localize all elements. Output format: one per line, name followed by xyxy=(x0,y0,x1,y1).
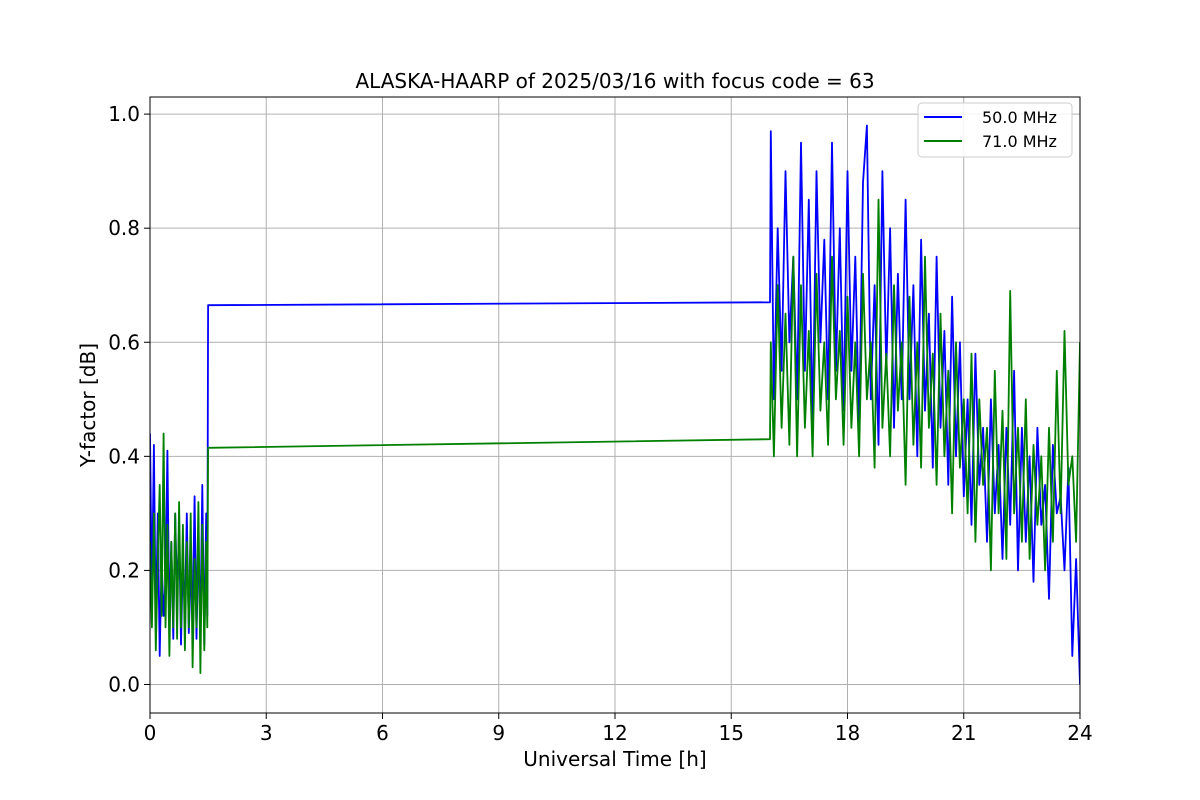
plot-area xyxy=(150,124,1080,685)
chart-title: ALASKA-HAARP of 2025/03/16 with focus co… xyxy=(355,69,874,93)
y-tick-label: 0.8 xyxy=(108,216,140,240)
x-tick-label: 12 xyxy=(602,721,627,745)
y-axis-ticks: 0.0 0.2 0.4 0.6 0.8 1.0 xyxy=(108,102,150,696)
y-axis-label: Y-factor [dB] xyxy=(76,343,100,468)
y-tick-label: 0.6 xyxy=(108,330,140,354)
x-tick-label: 21 xyxy=(951,721,976,745)
x-tick-label: 24 xyxy=(1067,721,1092,745)
x-axis-ticks: 0 3 6 9 12 15 18 21 24 xyxy=(144,713,1093,745)
y-tick-label: 0.0 xyxy=(108,672,140,696)
y-tick-label: 0.2 xyxy=(108,558,140,582)
x-axis-label: Universal Time [h] xyxy=(523,747,706,771)
x-tick-label: 3 xyxy=(260,721,273,745)
legend-label-71mhz: 71.0 MHz xyxy=(982,132,1057,151)
x-tick-label: 9 xyxy=(492,721,505,745)
x-tick-label: 18 xyxy=(835,721,860,745)
y-tick-label: 1.0 xyxy=(108,102,140,126)
y-tick-label: 0.4 xyxy=(108,444,140,468)
legend: 50.0 MHz 71.0 MHz xyxy=(917,102,1073,158)
x-tick-label: 0 xyxy=(144,721,157,745)
x-tick-label: 15 xyxy=(719,721,744,745)
x-tick-label: 6 xyxy=(376,721,389,745)
legend-label-50mhz: 50.0 MHz xyxy=(982,108,1057,127)
series-line-71mhz xyxy=(150,198,1080,674)
